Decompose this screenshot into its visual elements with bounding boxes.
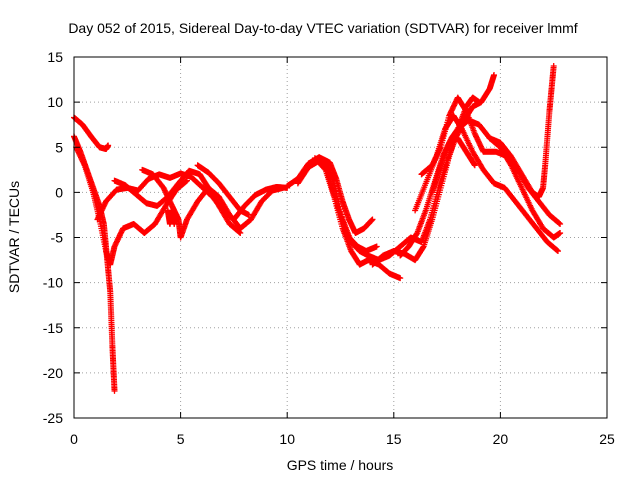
y-tick-label: -25 [43, 410, 63, 426]
series-arc7 [164, 207, 180, 227]
data-point-marker [397, 275, 404, 282]
data-point-marker [373, 243, 380, 250]
series-arc8 [194, 162, 252, 218]
x-tick-label: 10 [279, 431, 295, 447]
x-tick-label: 15 [386, 431, 402, 447]
x-tick-label: 5 [177, 431, 185, 447]
data-series [71, 63, 564, 394]
chart-title: Day 052 of 2015, Sidereal Day-to-day VTE… [68, 20, 577, 36]
data-point-marker [369, 216, 376, 223]
y-tick-label: 0 [55, 184, 63, 200]
x-tick-label: 25 [599, 431, 615, 447]
x-tick-label: 0 [70, 431, 78, 447]
y-tick-label: 5 [55, 139, 63, 155]
x-axis-label: GPS time / hours [287, 457, 394, 473]
y-axis-label: SDTVAR / TECUs [6, 181, 22, 293]
series-arc3 [73, 144, 190, 268]
y-tick-label: -10 [43, 275, 63, 291]
data-point-marker [245, 211, 252, 218]
data-point-marker [105, 142, 112, 149]
x-tick-label: 20 [493, 431, 509, 447]
y-tick-label: 15 [47, 49, 63, 65]
y-tick-label: -15 [43, 320, 63, 336]
series-arc1 [71, 114, 112, 153]
y-tick-label: 10 [47, 94, 63, 110]
series-arc5 [111, 167, 244, 236]
y-tick-label: -20 [43, 365, 63, 381]
series-arc11 [311, 155, 404, 282]
y-tick-label: -5 [51, 230, 64, 246]
data-point-marker [111, 387, 118, 394]
data-point-marker [173, 211, 180, 218]
data-point-marker [279, 184, 286, 191]
